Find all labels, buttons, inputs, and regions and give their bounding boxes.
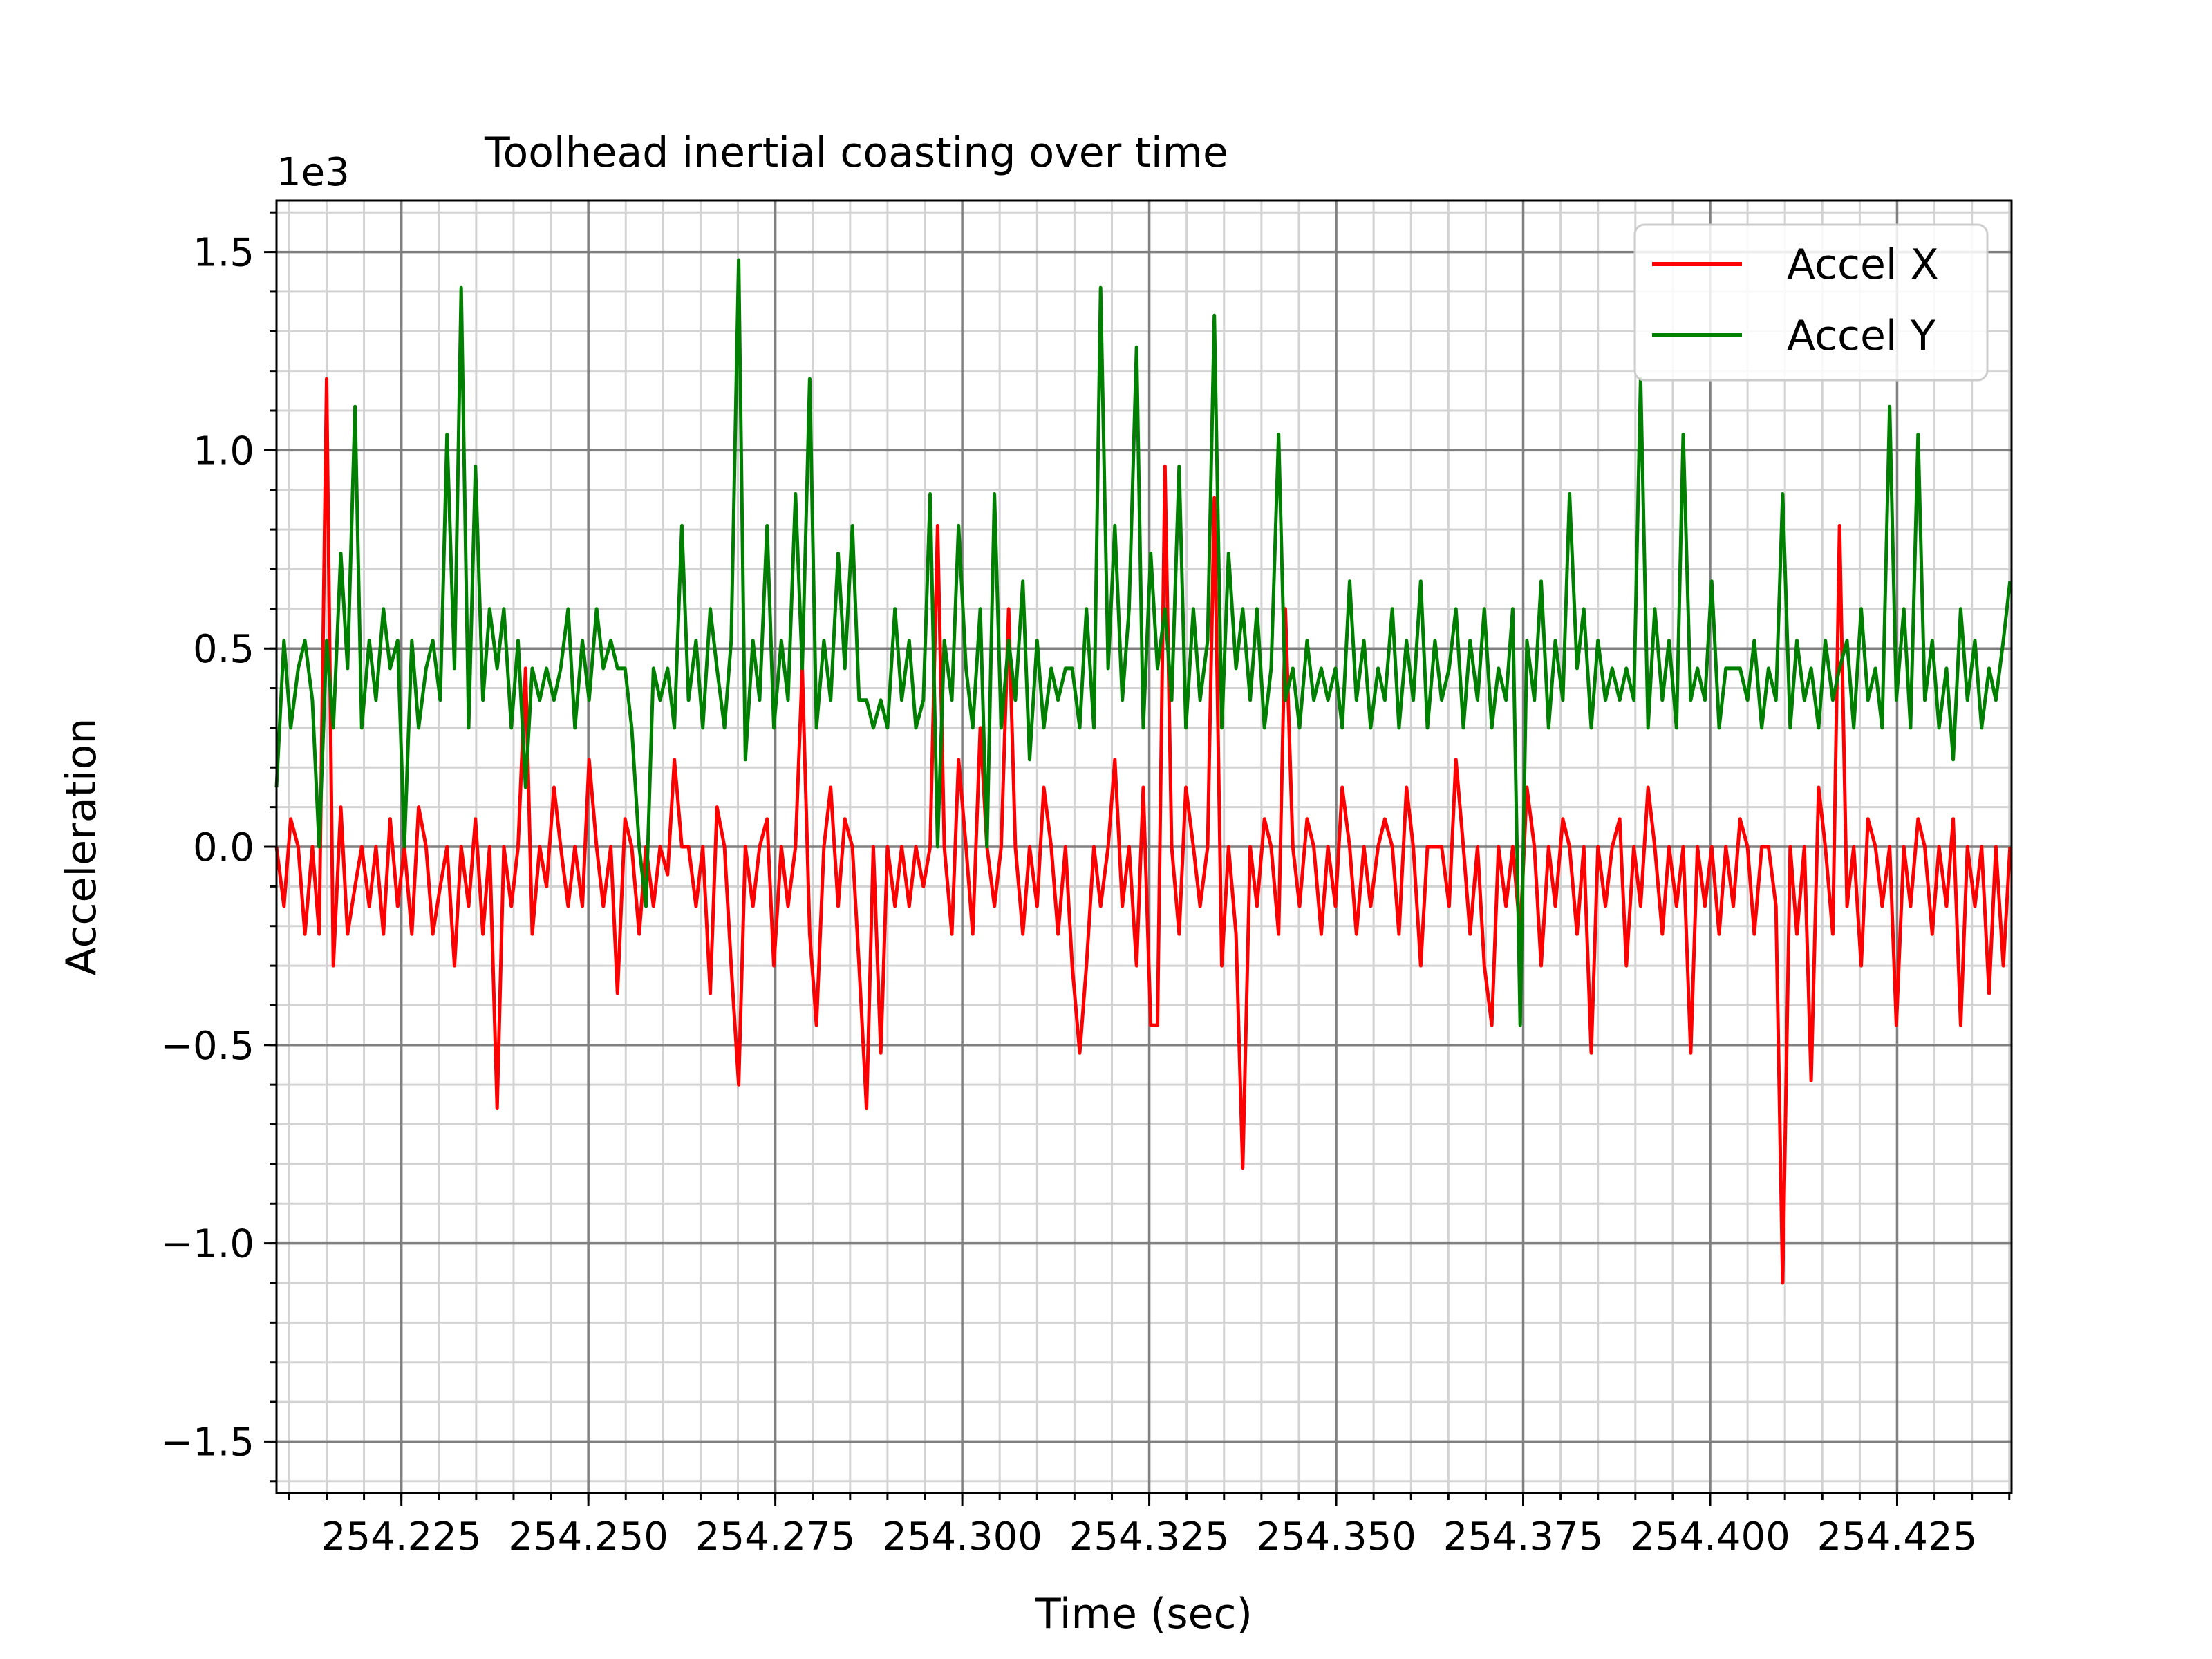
legend-label-accel-y: Accel Y xyxy=(1787,312,1936,360)
x-tick-label: 254.225 xyxy=(321,1515,482,1559)
y-tick-label: −0.5 xyxy=(160,1024,254,1069)
x-tick-label: 254.350 xyxy=(1256,1515,1416,1559)
y-offset-label: 1e3 xyxy=(276,150,350,195)
plot-area xyxy=(276,200,2012,1493)
y-tick-label: −1.5 xyxy=(160,1420,254,1465)
x-tick-label: 254.375 xyxy=(1443,1515,1604,1559)
y-tick-label: 0.5 xyxy=(193,627,254,672)
x-tick-label: 254.250 xyxy=(508,1515,668,1559)
y-tick-label: 1.5 xyxy=(193,231,254,276)
chart-title: Toolhead inertial coasting over time xyxy=(484,129,1228,177)
x-tick-label: 254.400 xyxy=(1630,1515,1790,1559)
y-tick-label: −1.0 xyxy=(160,1222,254,1267)
y-tick-label: 1.0 xyxy=(193,429,254,474)
legend-label-accel-x: Accel X xyxy=(1787,241,1939,289)
x-axis-label: Time (sec) xyxy=(1035,1590,1253,1638)
x-tick-label: 254.275 xyxy=(695,1515,856,1559)
y-tick-label: 0.0 xyxy=(193,825,254,870)
x-tick-label: 254.300 xyxy=(882,1515,1042,1559)
legend: Accel X Accel Y xyxy=(1635,225,1987,380)
x-tick-label: 254.325 xyxy=(1069,1515,1230,1559)
y-axis-label: Acceleration xyxy=(57,718,106,976)
x-tick-label: 254.425 xyxy=(1817,1515,1978,1559)
